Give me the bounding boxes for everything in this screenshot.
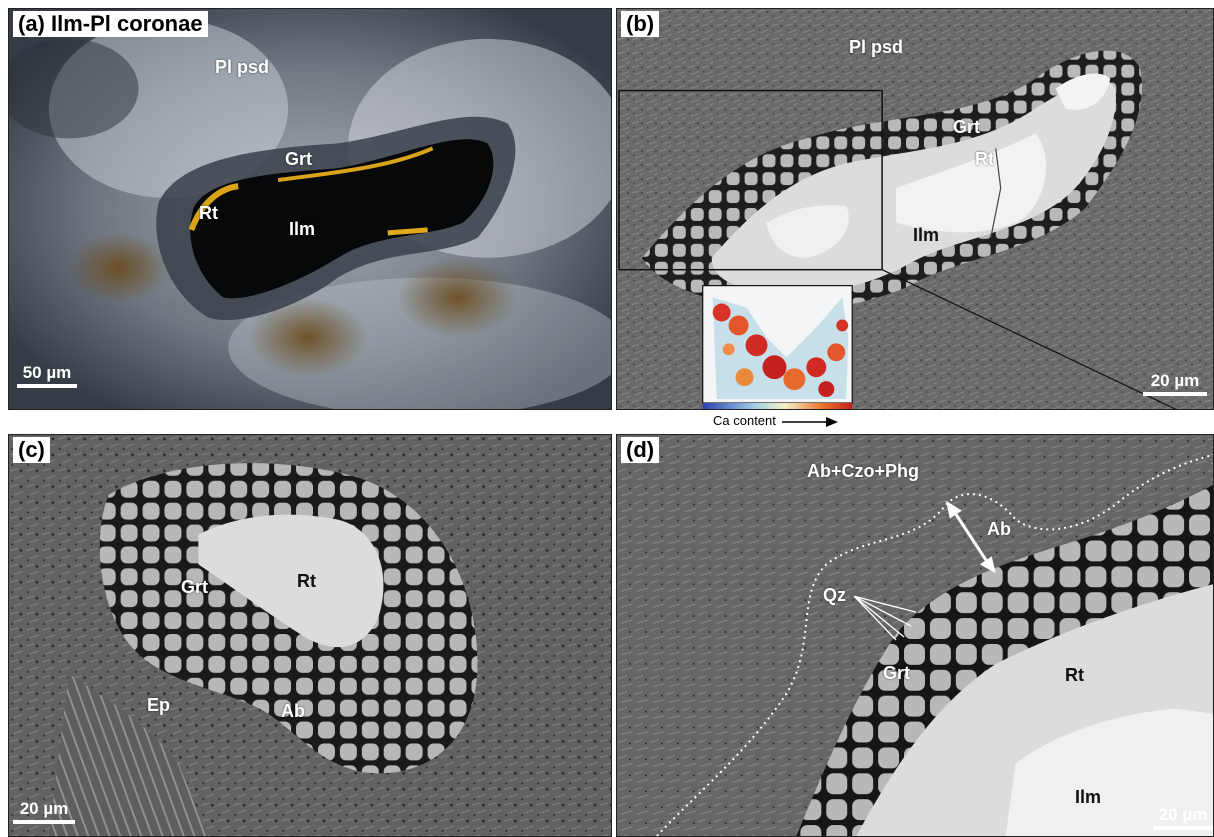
panel-c-micrograph (9, 435, 611, 836)
panel-a-label-pl: Pl psd (215, 57, 270, 77)
panel-d-label-ab: Ab (987, 519, 1011, 539)
panel-d-label-grt: Grt (883, 663, 910, 683)
panel-c-scale-bar: 20 µm (13, 799, 75, 824)
panel-a-micrograph (9, 9, 611, 409)
panel-a-label-rt: Rt (199, 203, 218, 223)
panel-b-label-ilm: Ilm (913, 225, 940, 245)
panel-d: (d) Ab+Czo+Phg Ab Qz Grt Rt Ilm 20 µm (616, 434, 1214, 837)
panel-d-label-qz: Qz (823, 585, 847, 605)
panel-b-label-grt: Grt (953, 117, 980, 137)
panel-c-label-ab: Ab (281, 701, 305, 721)
panel-a-scale-bar: 50 µm (17, 363, 77, 388)
panel-c-scale-line (13, 820, 75, 824)
panel-b-scale-bar: 20 µm (1143, 371, 1207, 396)
panel-a-scale-line (17, 384, 77, 388)
panel-b-label-pl: Pl psd (849, 37, 904, 57)
ca-content-legend: Ca content (713, 413, 840, 428)
panel-d-scale-bar: 20 µm (1153, 805, 1213, 830)
panel-c: (c) Grt Rt Ep Ab 20 µm (8, 434, 612, 837)
panel-d-micrograph (617, 435, 1213, 836)
ca-map-grains (712, 303, 849, 398)
panel-b: (b) Pl psd Grt Rt Ilm 20 µm (616, 8, 1214, 410)
panel-d-tag: (d) (621, 437, 660, 463)
panel-b-tag: (b) (621, 11, 660, 37)
panel-a: (a) Ilm-Pl coronae Pl psd Grt Rt Ilm 50 … (8, 8, 612, 410)
panel-a-scale-label: 50 µm (22, 363, 72, 382)
panel-b-label-rt: Rt (975, 149, 994, 169)
panel-c-tag: (c) (13, 437, 50, 463)
arrow-right-icon (781, 416, 838, 427)
panel-d-label-matrix: Ab+Czo+Phg (807, 461, 920, 481)
panel-b-micrograph (617, 9, 1213, 409)
panel-d-scale-line (1153, 826, 1213, 830)
panel-c-label-ep: Ep (147, 695, 171, 715)
panel-c-label-grt: Grt (181, 577, 208, 597)
panel-a-tag: (a) Ilm-Pl coronae (13, 11, 208, 37)
panel-c-label-rt: Rt (297, 571, 316, 591)
panel-b-scale-label: 20 µm (1150, 371, 1200, 390)
ca-content-label: Ca content (713, 413, 776, 428)
panel-d-scale-label: 20 µm (1158, 805, 1208, 824)
panel-a-label-ilm: Ilm (289, 219, 316, 239)
panel-a-label-grt: Grt (285, 149, 312, 169)
panel-c-scale-label: 20 µm (19, 799, 69, 818)
panel-b-scale-line (1143, 392, 1207, 396)
panel-d-label-ilm: Ilm (1075, 787, 1102, 807)
panel-d-label-rt: Rt (1065, 665, 1084, 685)
